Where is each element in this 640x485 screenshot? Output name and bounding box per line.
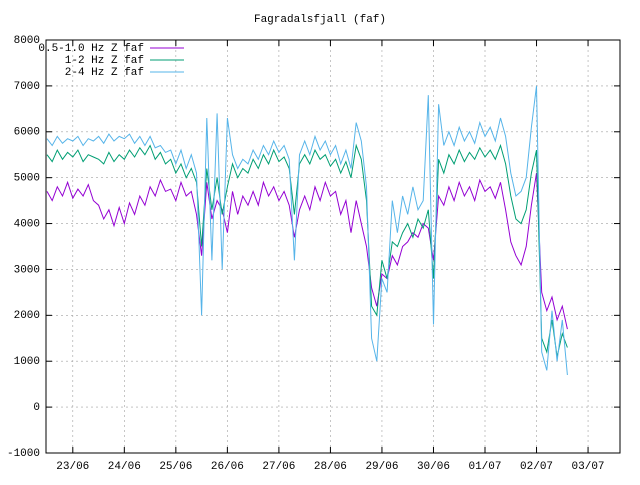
x-tick-label: 23/06 bbox=[56, 461, 89, 473]
legend-label: 1-2 Hz Z faf bbox=[65, 55, 144, 67]
y-tick-label: 5000 bbox=[14, 173, 40, 185]
y-tick-label: 4000 bbox=[14, 218, 40, 230]
x-tick-label: 26/06 bbox=[211, 461, 244, 473]
x-tick-label: 27/06 bbox=[262, 461, 295, 473]
x-tick-label: 25/06 bbox=[159, 461, 192, 473]
chart-title: Fagradalsfjall (faf) bbox=[254, 14, 386, 26]
x-tick-label: 03/07 bbox=[572, 461, 605, 473]
x-tick-label: 29/06 bbox=[365, 461, 398, 473]
legend-label: 0.5-1.0 Hz Z faf bbox=[38, 43, 144, 55]
series-line bbox=[46, 85, 568, 376]
y-tick-label: 7000 bbox=[14, 81, 40, 93]
y-tick-label: 8000 bbox=[14, 35, 40, 47]
plot-frame bbox=[45, 39, 621, 454]
x-tick-label: 02/07 bbox=[520, 461, 553, 473]
series-line bbox=[46, 173, 568, 330]
series-line bbox=[46, 143, 568, 357]
legend-label: 2-4 Hz Z faf bbox=[65, 67, 144, 79]
y-tick-label: 2000 bbox=[14, 310, 40, 322]
y-tick-label: 1000 bbox=[14, 356, 40, 368]
y-tick-label: 3000 bbox=[14, 264, 40, 276]
x-tick-label: 24/06 bbox=[108, 461, 141, 473]
x-tick-label: 28/06 bbox=[314, 461, 347, 473]
y-tick-label: 0 bbox=[33, 402, 40, 414]
x-tick-label: 30/06 bbox=[417, 461, 450, 473]
x-tick-label: 01/07 bbox=[468, 461, 501, 473]
y-tick-label: -1000 bbox=[7, 448, 40, 460]
y-tick-label: 6000 bbox=[14, 127, 40, 139]
